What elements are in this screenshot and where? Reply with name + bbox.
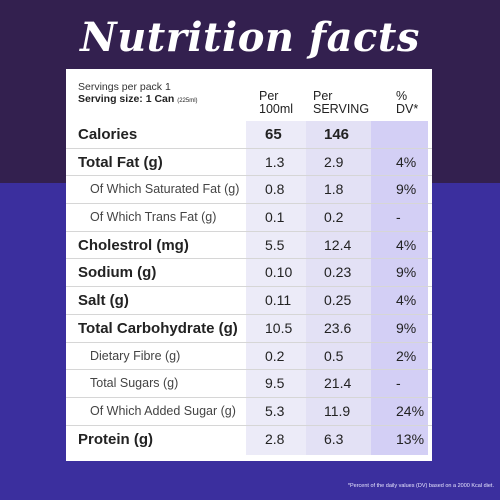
dv-value: 4% bbox=[396, 292, 417, 309]
nutrient-row: Of Which Saturated Fat (g) 0.8 1.8 9% bbox=[66, 176, 432, 205]
per-serving-value: 6.3 bbox=[324, 430, 344, 447]
nutrient-label: Of Which Added Sugar (g) bbox=[90, 403, 236, 418]
nutrient-label: Sodium (g) bbox=[78, 264, 157, 282]
nutrient-label: Salt (g) bbox=[78, 292, 129, 310]
serving-size-text: Serving size: 1 Can bbox=[78, 93, 175, 105]
per-serving-value: 21.4 bbox=[324, 375, 352, 392]
dv-value: 13% bbox=[396, 430, 425, 447]
nutrient-label: Cholestrol (mg) bbox=[78, 236, 189, 254]
page-title: Nutrition facts bbox=[80, 14, 420, 61]
nutrient-row: Dietary Fibre (g) 0.2 0.5 2% bbox=[66, 343, 432, 371]
per-serving-value: 0.25 bbox=[324, 292, 352, 309]
per100-value: 1.3 bbox=[265, 153, 285, 170]
per100-value: 0.11 bbox=[265, 292, 292, 309]
column-header-per100: Per 100ml bbox=[259, 89, 294, 116]
per100-value: 2.8 bbox=[265, 430, 285, 447]
per-serving-value: 0.5 bbox=[324, 347, 344, 364]
dv-value: - bbox=[396, 375, 401, 392]
nutrient-label: Of Which Trans Fat (g) bbox=[90, 210, 217, 225]
nutrient-row: Total Carbohydrate (g) 10.5 23.6 9% bbox=[66, 315, 432, 343]
per-serving-value: 12.4 bbox=[324, 236, 352, 253]
nutrient-label: Dietary Fibre (g) bbox=[90, 348, 181, 363]
nutrient-label: Calories bbox=[78, 126, 138, 143]
footnote: *Percent of the daily values (DV) based … bbox=[347, 483, 494, 489]
column-header-per-serving: Per SERVING bbox=[313, 89, 370, 116]
nutrient-row: Salt (g) 0.11 0.25 4% bbox=[66, 287, 432, 315]
per-serving-value: 0.23 bbox=[324, 264, 352, 281]
nutrient-row: Of Which Added Sugar (g) 5.3 11.9 24% bbox=[66, 398, 432, 426]
nutrient-row: Sodium (g) 0.10 0.23 9% bbox=[66, 259, 432, 288]
per100-value: 5.5 bbox=[265, 236, 285, 253]
dv-value: - bbox=[396, 209, 401, 226]
dv-value: 9% bbox=[396, 319, 417, 336]
dv-value: 4% bbox=[396, 153, 417, 170]
per100-value: 10.5 bbox=[265, 319, 293, 336]
per100-value: 9.5 bbox=[265, 375, 285, 392]
dv-value: 24% bbox=[396, 402, 425, 419]
serving-size-ml: (225ml) bbox=[177, 98, 198, 104]
dv-column-band bbox=[371, 121, 428, 455]
servings-per-pack: Servings per pack 1 bbox=[78, 81, 171, 93]
per-serving-value: 2.9 bbox=[324, 153, 344, 170]
nutrition-table: Servings per pack 1 Serving size: 1 Can … bbox=[66, 69, 432, 461]
per100-column-band bbox=[246, 121, 306, 455]
serving-column-band bbox=[306, 121, 371, 455]
per100-value: 0.2 bbox=[265, 347, 285, 364]
per-serving-value: 11.9 bbox=[324, 402, 351, 419]
nutrient-label: Of Which Saturated Fat (g) bbox=[90, 182, 240, 197]
nutrient-row: Of Which Trans Fat (g) 0.1 0.2 - bbox=[66, 204, 432, 232]
per100-value: 0.8 bbox=[265, 181, 285, 198]
per100-value: 65 bbox=[265, 126, 282, 143]
nutrient-label: Total Fat (g) bbox=[78, 153, 163, 171]
per-serving-value: 0.2 bbox=[324, 209, 344, 226]
dv-value: 2% bbox=[396, 347, 417, 364]
nutrient-label: Protein (g) bbox=[78, 430, 153, 448]
nutrient-label: Total Sugars (g) bbox=[90, 376, 179, 391]
serving-size: Serving size: 1 Can (225ml) bbox=[78, 93, 198, 105]
dv-value: 9% bbox=[396, 181, 417, 198]
nutrient-row: Total Sugars (g) 9.5 21.4 - bbox=[66, 370, 432, 398]
nutrient-row: Calories 65 146 bbox=[66, 121, 432, 149]
per100-value: 0.10 bbox=[265, 264, 293, 281]
per100-value: 5.3 bbox=[265, 402, 285, 419]
column-header-dv: % DV* bbox=[396, 89, 419, 116]
per-serving-value: 23.6 bbox=[324, 319, 352, 336]
nutrient-rows: Calories 65 146 Total Fat (g) 1.3 2.9 4% Of Whi… bbox=[66, 121, 432, 453]
per-serving-value: 146 bbox=[324, 126, 350, 143]
per100-value: 0.1 bbox=[265, 209, 285, 226]
per-serving-value: 1.8 bbox=[324, 181, 344, 198]
nutrient-row: Total Fat (g) 1.3 2.9 4% bbox=[66, 149, 432, 177]
nutrient-row: Cholestrol (mg) 5.5 12.4 4% bbox=[66, 232, 432, 260]
nutrient-label: Total Carbohydrate (g) bbox=[78, 319, 238, 337]
nutrient-row: Protein (g) 2.8 6.3 13% bbox=[66, 426, 432, 454]
dv-value: 4% bbox=[396, 236, 417, 253]
dv-value: 9% bbox=[396, 264, 417, 281]
